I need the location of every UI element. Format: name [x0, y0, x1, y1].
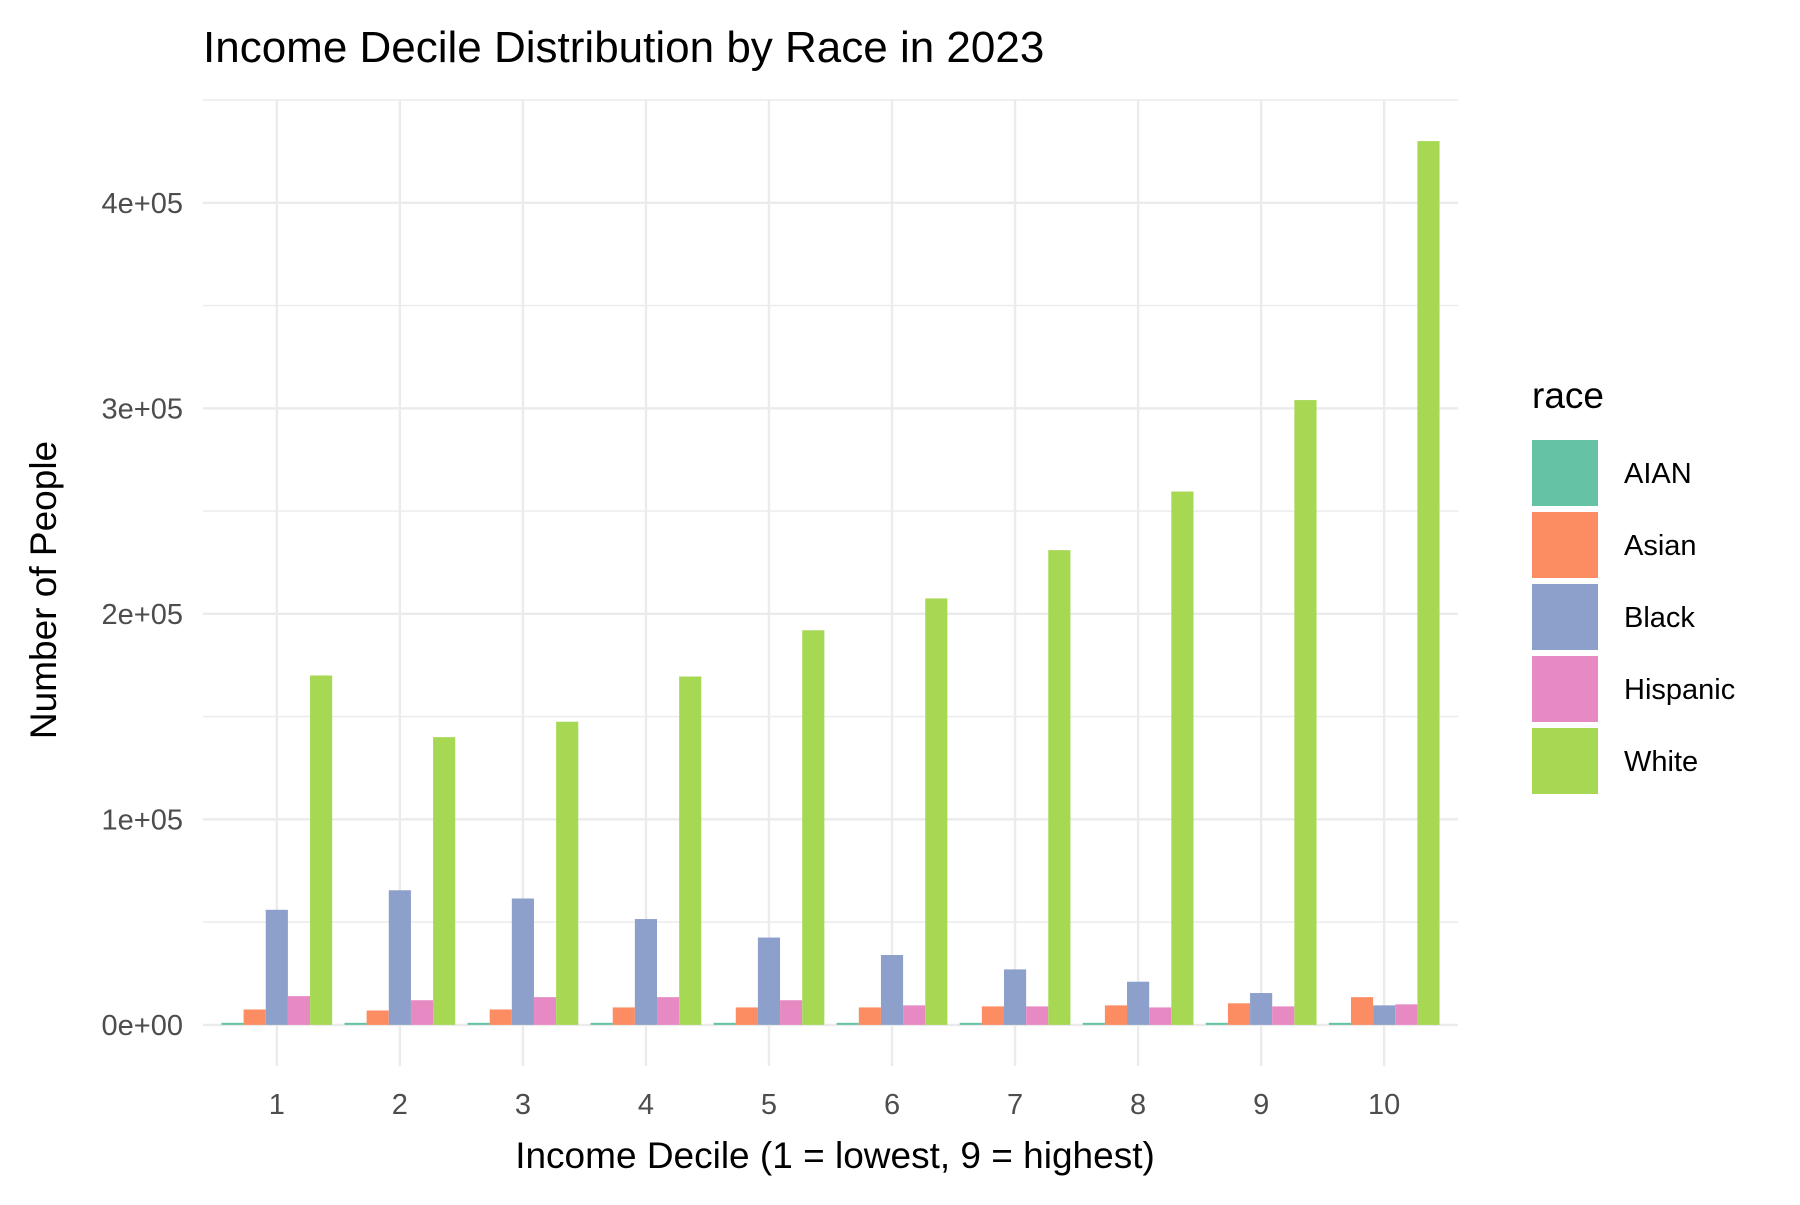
- bar-white-decile-7: [1048, 550, 1071, 1025]
- bar-hispanic-decile-10: [1395, 1004, 1418, 1025]
- y-tick-label: 2e+05: [102, 599, 183, 631]
- bar-black-decile-5: [757, 937, 781, 1025]
- bar-hispanic-decile-3: [533, 997, 557, 1025]
- bar-white-decile-5: [802, 630, 825, 1025]
- x-tick-label: 5: [761, 1089, 777, 1121]
- bar-hispanic-decile-2: [410, 1000, 434, 1025]
- x-tick-label: 6: [884, 1089, 900, 1121]
- x-tick-label: 3: [515, 1089, 531, 1121]
- bar-asian-decile-6: [858, 1007, 881, 1025]
- bar-asian-decile-1: [243, 1009, 266, 1025]
- bar-white-decile-3: [556, 721, 579, 1025]
- bar-aian-decile-2: [344, 1022, 367, 1025]
- y-axis-ticks: 0e+00 1e+05 2e+05 3e+05 4e+05: [102, 188, 183, 1042]
- y-tick-label: 1e+05: [102, 804, 183, 836]
- x-axis-ticks: 1 2 3 4 5 6 7 8 9 10: [269, 1089, 1401, 1121]
- y-tick-label: 4e+05: [102, 188, 183, 220]
- bar-black-decile-10: [1373, 1005, 1396, 1025]
- bar-white-decile-8: [1171, 491, 1194, 1025]
- bar-aian-decile-10: [1328, 1022, 1351, 1025]
- bar-asian-decile-8: [1104, 1005, 1128, 1025]
- legend-title: race: [1532, 375, 1604, 416]
- bar-black-decile-6: [880, 955, 904, 1025]
- bar-aian-decile-1: [221, 1022, 244, 1025]
- bar-aian-decile-7: [959, 1022, 982, 1025]
- y-tick-label: 0e+00: [102, 1010, 183, 1042]
- x-tick-label: 2: [392, 1089, 408, 1121]
- bar-asian-decile-7: [981, 1006, 1004, 1025]
- x-tick-label: 8: [1130, 1089, 1146, 1121]
- bar-asian-decile-10: [1350, 997, 1374, 1025]
- bar-white-decile-9: [1294, 400, 1317, 1025]
- bar-aian-decile-8: [1082, 1022, 1105, 1025]
- legend-label-black: Black: [1624, 602, 1695, 634]
- bar-black-decile-4: [634, 919, 658, 1025]
- bar-hispanic-decile-9: [1272, 1006, 1295, 1025]
- x-tick-label: 7: [1007, 1089, 1023, 1121]
- bar-aian-decile-6: [836, 1022, 859, 1025]
- legend-label-white: White: [1624, 746, 1698, 778]
- bar-white-decile-10: [1417, 141, 1440, 1025]
- bar-aian-decile-9: [1205, 1022, 1228, 1025]
- legend-label-asian: Asian: [1624, 530, 1697, 562]
- legend-key-hispanic: [1532, 656, 1598, 722]
- bar-asian-decile-2: [366, 1010, 389, 1025]
- bar-aian-decile-3: [467, 1022, 490, 1025]
- bar-asian-decile-4: [612, 1007, 635, 1025]
- legend-key-aian: [1532, 440, 1598, 506]
- bar-aian-decile-4: [590, 1022, 613, 1025]
- bar-black-decile-8: [1127, 981, 1150, 1025]
- x-tick-label: 10: [1368, 1089, 1400, 1121]
- bar-hispanic-decile-4: [657, 997, 680, 1025]
- bar-hispanic-decile-7: [1026, 1006, 1049, 1025]
- chart-title: Income Decile Distribution by Race in 20…: [203, 23, 1044, 72]
- bar-hispanic-decile-1: [287, 996, 311, 1025]
- bar-black-decile-1: [265, 909, 288, 1025]
- bar-white-decile-6: [925, 598, 948, 1025]
- y-axis-title: Number of People: [23, 441, 64, 739]
- x-tick-label: 4: [638, 1089, 654, 1121]
- bar-white-decile-4: [679, 676, 702, 1025]
- bar-white-decile-1: [310, 675, 333, 1025]
- bar-white-decile-2: [433, 737, 456, 1025]
- bar-black-decile-3: [511, 898, 534, 1025]
- bar-black-decile-9: [1250, 993, 1273, 1025]
- legend-label-hispanic: Hispanic: [1624, 674, 1735, 706]
- bars: [221, 141, 1440, 1025]
- bar-hispanic-decile-8: [1149, 1007, 1172, 1025]
- bar-hispanic-decile-5: [780, 1000, 803, 1025]
- bar-black-decile-2: [388, 890, 411, 1025]
- x-axis-title: Income Decile (1 = lowest, 9 = highest): [515, 1135, 1155, 1176]
- legend-key-black: [1532, 584, 1598, 650]
- legend-key-white: [1532, 728, 1598, 794]
- x-tick-label: 1: [269, 1089, 285, 1121]
- legend-label-aian: AIAN: [1624, 458, 1692, 490]
- bar-asian-decile-3: [489, 1009, 512, 1025]
- y-tick-label: 3e+05: [102, 393, 183, 425]
- legend: race AIAN Asian Black Hispanic White: [1532, 375, 1735, 794]
- bar-aian-decile-5: [713, 1022, 736, 1025]
- bar-hispanic-decile-6: [903, 1005, 926, 1025]
- bar-asian-decile-9: [1227, 1003, 1251, 1025]
- bar-black-decile-7: [1003, 969, 1027, 1025]
- legend-key-asian: [1532, 512, 1598, 578]
- bar-asian-decile-5: [735, 1007, 758, 1025]
- x-tick-label: 9: [1253, 1089, 1269, 1121]
